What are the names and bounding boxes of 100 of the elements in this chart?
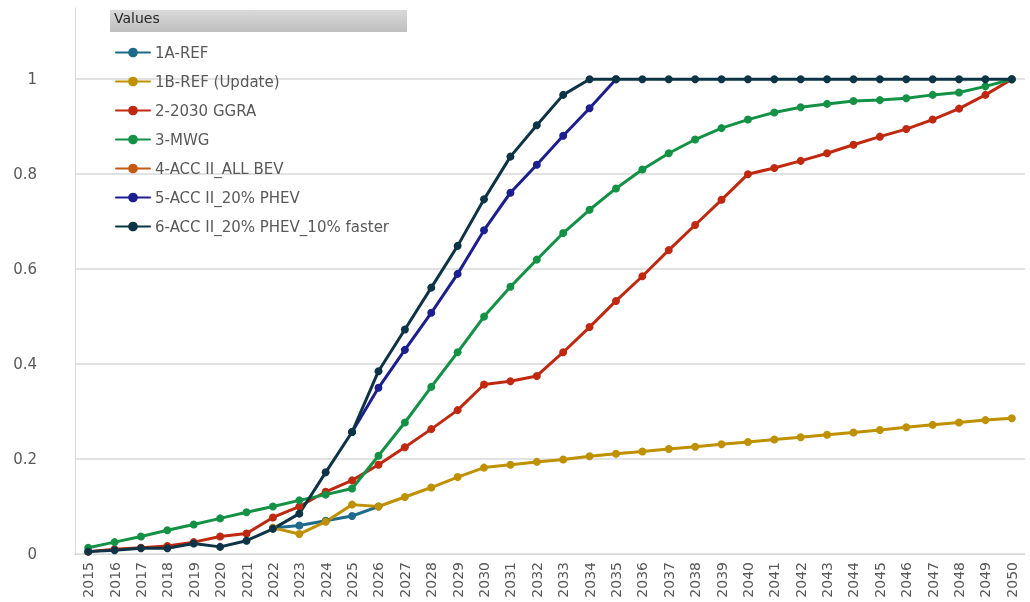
point: [928, 420, 937, 429]
point: [427, 283, 436, 292]
point: [928, 90, 937, 99]
point: [691, 75, 700, 84]
point: [955, 104, 964, 113]
point: [427, 483, 436, 492]
point: [955, 88, 964, 97]
point: [717, 440, 726, 449]
point: [400, 325, 409, 334]
x-tick-label: 2040: [739, 562, 756, 598]
point: [480, 195, 489, 204]
point: [216, 542, 225, 551]
x-tick-label: 2038: [687, 562, 704, 598]
point: [875, 75, 884, 84]
point: [743, 170, 752, 179]
point: [928, 115, 937, 124]
point: [664, 445, 673, 454]
point: [902, 94, 911, 103]
x-tick-label: 2048: [951, 562, 968, 598]
y-tick-label: 0: [27, 545, 37, 563]
point: [585, 75, 594, 84]
x-tick-label: 2035: [607, 562, 624, 598]
point: [717, 75, 726, 84]
x-tick-label: 2045: [871, 562, 888, 598]
x-tick-label: 2047: [924, 562, 941, 598]
point: [796, 156, 805, 165]
point: [559, 90, 568, 99]
point: [400, 418, 409, 427]
point: [981, 82, 990, 91]
x-tick-label: 2037: [660, 562, 677, 598]
point: [321, 468, 330, 477]
point: [348, 500, 357, 509]
x-tick-label: 2042: [792, 562, 809, 598]
point: [216, 532, 225, 541]
point: [532, 121, 541, 130]
point: [242, 529, 251, 538]
point: [585, 205, 594, 214]
x-tick-label: 2050: [1003, 562, 1020, 598]
point: [691, 220, 700, 229]
point: [189, 520, 198, 529]
point: [743, 115, 752, 124]
y-tick-label: 0.6: [13, 260, 37, 279]
x-tick-label: 2016: [106, 561, 123, 598]
point: [532, 457, 541, 466]
x-tick-label: 2031: [502, 562, 519, 598]
point: [136, 532, 145, 541]
point: [374, 383, 383, 392]
point: [480, 312, 489, 321]
point: [902, 423, 911, 432]
point: [506, 152, 515, 161]
point: [823, 99, 832, 108]
point: [849, 428, 858, 437]
point: [1007, 414, 1016, 423]
point: [427, 382, 436, 391]
point: [717, 195, 726, 204]
point: [374, 367, 383, 376]
point: [664, 149, 673, 158]
point: [770, 164, 779, 172]
point: [981, 75, 990, 84]
point: [796, 75, 805, 84]
x-tick-label: 2034: [581, 561, 598, 598]
point: [480, 380, 489, 389]
point: [110, 538, 119, 547]
point: [743, 75, 752, 84]
x-tick-label: 2033: [555, 562, 572, 598]
point: [242, 536, 251, 545]
point: [348, 512, 357, 521]
point: [242, 508, 251, 517]
x-tick-label: 2020: [212, 562, 229, 598]
x-tick-label: 2041: [766, 562, 783, 598]
point: [453, 241, 462, 250]
x-tick-label: 2046: [898, 561, 915, 598]
x-tick-label: 2049: [977, 562, 994, 598]
point: [770, 435, 779, 444]
point: [506, 282, 515, 291]
x-tick-label: 2043: [819, 562, 836, 598]
point: [743, 437, 752, 446]
x-tick-label: 2018: [159, 562, 176, 598]
y-tick-label: 0.4: [13, 355, 37, 374]
point: [770, 108, 779, 117]
point: [849, 75, 858, 84]
point: [823, 75, 832, 84]
point: [717, 124, 726, 133]
x-tick-label: 2017: [132, 562, 149, 598]
legend-header: Values: [110, 10, 407, 32]
point: [427, 308, 436, 317]
point: [559, 455, 568, 464]
point: [664, 75, 673, 84]
y-tick-label: 0.2: [13, 450, 37, 469]
legend-label: 6-ACC II_20% PHEV_10% faster: [155, 217, 390, 237]
point: [849, 97, 858, 106]
point: [823, 430, 832, 439]
x-tick-label: 2030: [476, 562, 493, 598]
legend-label: 5-ACC II_20% PHEV: [155, 188, 301, 208]
legend-label: 1A-REF: [155, 43, 209, 62]
point: [796, 103, 805, 112]
point: [506, 188, 515, 197]
point: [295, 496, 304, 505]
point: [295, 521, 304, 530]
point: [585, 104, 594, 113]
